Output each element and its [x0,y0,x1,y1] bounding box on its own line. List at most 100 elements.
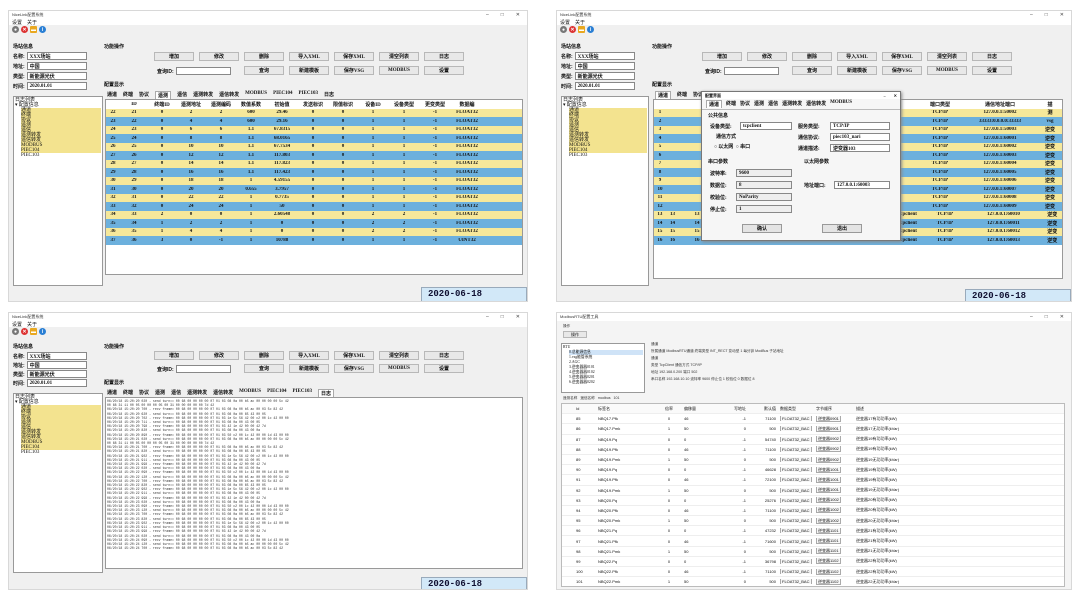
dialog-tab-protocol[interactable]: 协议 [740,102,751,107]
table-row[interactable]: 101 NBQ22.Pmk 1 50 0 500 FLOAT32_BAC 逆变器1102 逆变器… [562,577,1064,586]
query-input[interactable] [175,67,231,75]
dropdown[interactable]: FLOAT32_BAC [780,457,812,463]
table-cell[interactable]: FLOAT32_BAC [776,528,816,534]
table-row[interactable]: 85 NBQ17.Pfk 0 46 -1 71100 FLOAT32_BAC 逆变器0901 逆… [562,414,1064,425]
dropdown[interactable]: 逆变器0902 [816,436,841,443]
dropdown[interactable]: FLOAT32_BAC [780,436,812,442]
dropdown[interactable]: FLOAT32_BAC [780,426,812,432]
dropdown[interactable]: FLOAT32_BAC [780,569,812,575]
tab-telemetry[interactable]: 遥测 [155,91,172,99]
menu-about[interactable]: 关于 [27,19,38,26]
tab-telesignal-fwd[interactable]: 遥信转发 [213,391,234,396]
info-icon[interactable]: i [587,26,594,33]
tab-piec103[interactable]: PIEC103 [292,389,312,394]
save-xml-button[interactable]: 保存XML [334,351,374,360]
column-header[interactable]: Id [576,406,580,412]
tree-item-telemetry-fwd[interactable]: 遥测转发 [21,133,101,138]
table-cell[interactable]: 逆变器1102 [816,558,856,565]
tab-protocol[interactable]: 协议 [139,391,150,396]
dialog-tab-modbus[interactable]: MODBUS [830,100,853,105]
dropdown[interactable]: 逆变器1101 [816,548,841,555]
new-template-button[interactable]: 新建模板 [289,364,329,373]
table-cell[interactable]: FLOAT32_BAC [776,538,816,544]
table-cell[interactable]: FLOAT32_BAC [776,416,816,422]
address-field[interactable]: 中国 [574,62,635,70]
save-xml-button[interactable]: 保存XML [334,52,374,61]
query-input[interactable] [723,67,779,75]
column-header[interactable]: 限值标识 [332,102,353,108]
tree-item-modbus[interactable]: MODBUS [21,440,101,445]
tree-item-telemetry[interactable]: 遥测 [21,123,101,128]
column-header[interactable]: 遥测编码 [210,102,231,108]
settings-button[interactable]: 设置 [972,66,1012,75]
table-row[interactable]: 28 27 0 14 14 1.1 117.823 0 0 1 1 -1 FLOAT32 [106,159,522,168]
maximize-button[interactable]: □ [1044,12,1048,18]
clear-list-button[interactable]: 清空列表 [379,351,419,360]
ok-button[interactable]: 确认 [742,224,782,233]
close-icon[interactable]: ✕ [21,328,28,335]
device-type-field[interactable]: tcpclient [740,122,792,130]
clear-list-button[interactable]: 清空列表 [927,52,967,61]
table-cell[interactable]: 逆变器1102 [816,568,856,575]
table-cell[interactable]: FLOAT32_BAC [776,507,816,513]
tree-item[interactable]: 3.逆变器器0101 [569,365,595,369]
tab-piec104[interactable]: PIEC104 [273,91,293,96]
table-cell[interactable]: FLOAT32_BAC [776,426,816,432]
table-row[interactable]: 33 32 0 24 24 1 50 0 0 1 1 -1 FLOAT32 [106,202,522,211]
tab-terminal[interactable]: 终端 [677,93,688,98]
close-button[interactable]: ✕ [515,314,520,320]
column-header[interactable]: ID [131,101,137,107]
table-row[interactable]: 23 22 0 4 4 600 29.16 0 0 1 1 -1 FLOAT32 [106,117,522,126]
dialog-tab-terminal[interactable]: 终端 [726,102,737,107]
tree-item[interactable]: 2.AGC [569,360,580,364]
tree-item-telesignal[interactable]: 遥信 [21,128,101,133]
column-header[interactable]: 更变类型 [424,102,445,108]
tab-telemetry[interactable]: 遥测 [155,391,166,396]
name-field[interactable]: XXX场站 [574,52,635,60]
dialog-minimize-button[interactable]: – [883,93,886,98]
table-cell[interactable]: FLOAT32_BAC [776,569,816,575]
table-row[interactable]: 96 NBQ21.Pq 0 0 -1 47232 FLOAT32_BAC 逆变器1101 逆变器… [562,526,1064,537]
close-button[interactable]: ✕ [1059,314,1064,320]
dropdown[interactable]: FLOAT32_BAC [780,558,812,564]
menu-settings[interactable]: 设置 [12,19,23,26]
column-header[interactable]: 设备ID [365,102,381,108]
edit-button[interactable]: 修改 [199,52,239,61]
dropdown[interactable]: 逆变器1101 [816,538,841,545]
tab-telemetry-fwd[interactable]: 遥测转发 [187,391,208,396]
sub-tab-modbus[interactable]: modbus [597,396,611,400]
table-cell[interactable]: FLOAT32_BAC [776,477,816,483]
tree-item-channel[interactable]: 通道 [21,405,101,410]
tree-root[interactable]: RTU [563,345,571,349]
column-header[interactable]: 遥测地址 [180,102,201,108]
folder-icon[interactable]: ▬ [30,26,37,33]
table-cell[interactable]: FLOAT32_BAC [776,518,816,524]
dropdown[interactable]: 逆变器1102 [816,578,841,585]
column-header[interactable]: 终端ID [154,102,170,108]
tree-item-modbus[interactable]: MODBUS [569,143,647,148]
column-header[interactable]: 倍率 [665,405,673,411]
tree-item-terminal[interactable]: 终端 [21,113,101,118]
type-field[interactable]: 新能源光伏 [26,370,87,378]
tab-modbus[interactable]: MODBUS [245,91,268,96]
tree-item-telesignal-fwd[interactable]: 遥信转发 [21,138,101,143]
address-field[interactable]: 中国 [26,361,87,369]
table-cell[interactable]: 逆变器1001 [816,476,856,483]
close-icon[interactable]: ✕ [569,26,576,33]
parity-select[interactable]: NoParity [736,193,792,201]
table-cell[interactable]: 逆变器0901 [816,415,856,422]
tab-modbus[interactable]: MODBUS [239,389,262,394]
tree-item[interactable]: 6.逆变器器0202 [569,380,595,384]
tree-item-telemetry[interactable]: 遥测 [21,420,101,425]
tree-item[interactable]: 4.逆变器器0102 [569,370,595,374]
info-icon[interactable]: i [39,26,46,33]
table-row[interactable]: 91 NBQ19.Pfk 0 46 -1 72100 FLOAT32_BAC 逆变器1001 逆… [562,475,1064,486]
tab-telesignal[interactable]: 遥信 [177,93,188,98]
tree-item-piec104[interactable]: PIEC104 [21,148,101,153]
close-button[interactable]: ✕ [1059,12,1064,18]
column-header[interactable]: 设备类型 [393,102,414,108]
tab-protocol[interactable]: 协议 [693,93,704,98]
maximize-button[interactable]: □ [1044,314,1048,320]
table-cell[interactable]: 逆变器1101 [816,538,856,545]
column-header[interactable]: 数据编 [459,102,475,108]
